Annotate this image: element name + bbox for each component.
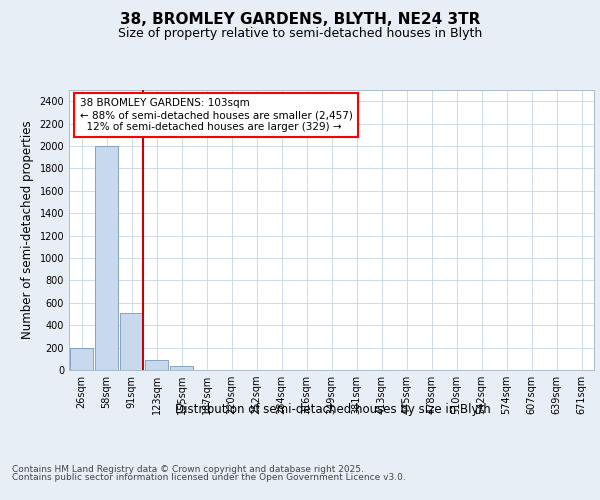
Text: 38, BROMLEY GARDENS, BLYTH, NE24 3TR: 38, BROMLEY GARDENS, BLYTH, NE24 3TR	[120, 12, 480, 28]
Text: Contains public sector information licensed under the Open Government Licence v3: Contains public sector information licen…	[12, 472, 406, 482]
Text: Distribution of semi-detached houses by size in Blyth: Distribution of semi-detached houses by …	[175, 402, 491, 415]
Text: Contains HM Land Registry data © Crown copyright and database right 2025.: Contains HM Land Registry data © Crown c…	[12, 465, 364, 474]
Bar	[70, 348, 93, 370]
Bar	[145, 360, 168, 370]
Bar	[170, 366, 193, 370]
Text: Size of property relative to semi-detached houses in Blyth: Size of property relative to semi-detach…	[118, 28, 482, 40]
Text: 38 BROMLEY GARDENS: 103sqm
← 88% of semi-detached houses are smaller (2,457)
  1: 38 BROMLEY GARDENS: 103sqm ← 88% of semi…	[79, 98, 352, 132]
Bar	[120, 313, 143, 370]
Y-axis label: Number of semi-detached properties: Number of semi-detached properties	[21, 120, 34, 340]
Bar	[95, 146, 118, 370]
